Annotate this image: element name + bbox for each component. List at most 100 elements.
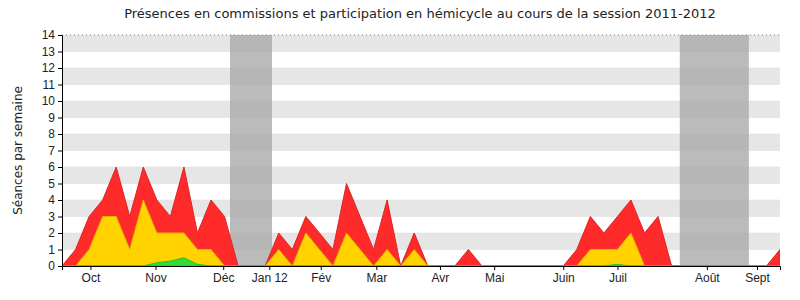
x-tick: Jan 12: [252, 266, 288, 285]
y-tick: 3: [48, 210, 62, 224]
y-tick-mark: [58, 52, 62, 53]
y-tick: 10: [42, 94, 62, 108]
x-tick-mark: [155, 266, 156, 270]
x-tick-mark: [90, 266, 91, 270]
y-tick-mark: [58, 101, 62, 102]
x-tick-label: Déc: [213, 271, 234, 285]
x-tick-mark: [563, 266, 564, 270]
grid-line: [62, 134, 780, 135]
x-axis-line: [63, 267, 781, 271]
shaded-range: [680, 35, 749, 266]
shaded-range: [230, 35, 272, 266]
x-tick-label: Nov: [145, 271, 166, 285]
x-tick-label: Juin: [553, 271, 575, 285]
grid-line: [62, 117, 780, 118]
x-tick: Juin: [553, 266, 575, 285]
y-tick-label: 1: [48, 243, 55, 257]
x-tick-label: Août: [695, 271, 720, 285]
x-tick: Mar: [366, 266, 387, 285]
grid-line: [62, 150, 780, 151]
x-tick-label: Sept: [745, 271, 770, 285]
x-axis: Oct Nov Déc Jan 12 Fév Mar Avr Mai Juin Juil Août S…: [63, 266, 781, 285]
area: [62, 258, 780, 266]
x-tick: Mai: [485, 266, 504, 285]
grid-band: [62, 101, 780, 118]
grid-line: [62, 101, 780, 102]
x-tick-mark: [707, 266, 708, 270]
y-tick-label: 0: [48, 259, 55, 273]
frame-top: [62, 35, 780, 36]
y-tick: 7: [48, 144, 62, 158]
y-tick-mark: [58, 200, 62, 201]
x-tick-label: Juil: [609, 271, 627, 285]
y-tick: 1: [48, 243, 62, 257]
x-tick-label: Fév: [311, 271, 331, 285]
x-tick: Juil: [609, 266, 627, 285]
x-tick-label: Jan 12: [252, 271, 288, 285]
grid: [62, 35, 780, 266]
y-tick: 2: [48, 226, 62, 240]
x-tick: Avr: [432, 266, 450, 285]
y-tick-mark: [58, 266, 62, 267]
y-tick: 12: [42, 61, 62, 75]
y-tick-mark: [58, 68, 62, 69]
x-tick: Août: [695, 266, 720, 285]
y-tick-mark: [58, 167, 62, 168]
x-tick-label: Oct: [82, 271, 101, 285]
area: [62, 200, 780, 266]
y-tick-mark: [58, 85, 62, 86]
x-tick: Oct: [82, 266, 101, 285]
y-tick-mark: [58, 118, 62, 119]
x-tick-mark: [494, 266, 495, 270]
y-tick-label: 9: [48, 111, 55, 125]
x-tick-mark: [757, 266, 758, 270]
x-tick: Déc: [213, 266, 234, 285]
y-axis-line: [58, 36, 63, 267]
y-tick: 9: [48, 111, 62, 125]
grid-band: [62, 167, 780, 184]
y-tick: 14: [42, 28, 62, 42]
y-tick-label: 7: [48, 144, 55, 158]
chart: 01234567891011121314OctNovDécJan 12FévMa…: [0, 0, 800, 300]
area: [62, 167, 780, 266]
x-tick-label: Mai: [485, 271, 504, 285]
y-tick: 5: [48, 177, 62, 191]
grid-band: [62, 200, 780, 217]
y-tick-mark: [58, 35, 62, 36]
grid-line: [62, 51, 780, 52]
grid-band: [62, 134, 780, 151]
plot: [62, 35, 780, 266]
grid-line: [62, 84, 780, 85]
x-tick-mark: [321, 266, 322, 270]
y-tick-mark: [58, 184, 62, 185]
y-tick: 11: [43, 78, 62, 92]
y-tick: 0: [48, 259, 62, 273]
grid-band: [62, 68, 780, 85]
y-tick-label: 8: [48, 127, 55, 141]
y-tick: 4: [48, 193, 62, 207]
grid-line: [62, 35, 780, 36]
y-tick-label: 3: [48, 210, 55, 224]
x-tick-mark: [440, 266, 441, 270]
y-label: Séances par semaine: [11, 86, 25, 215]
x-tick: Nov: [145, 266, 166, 285]
title: Présences en commissions et participatio…: [124, 6, 716, 21]
x-tick: Sept: [745, 266, 770, 285]
grid-band: [62, 35, 780, 52]
x-tick: Fév: [311, 266, 331, 285]
y-tick-mark: [58, 250, 62, 251]
y-tick-label: 6: [48, 160, 55, 174]
y-tick-label: 4: [48, 193, 55, 207]
y-tick-label: 14: [42, 28, 56, 42]
y-tick-label: 5: [48, 177, 55, 191]
grid-line: [62, 183, 780, 184]
y-tick-mark: [58, 233, 62, 234]
y-tick: 8: [48, 127, 62, 141]
x-tick-label: Avr: [432, 271, 450, 285]
y-tick-label: 11: [43, 78, 56, 92]
y-tick-label: 12: [42, 61, 56, 75]
y-tick-label: 10: [42, 94, 56, 108]
y-tick-mark: [58, 151, 62, 152]
y-tick: 13: [42, 45, 62, 59]
y-tick-label: 2: [48, 226, 55, 240]
